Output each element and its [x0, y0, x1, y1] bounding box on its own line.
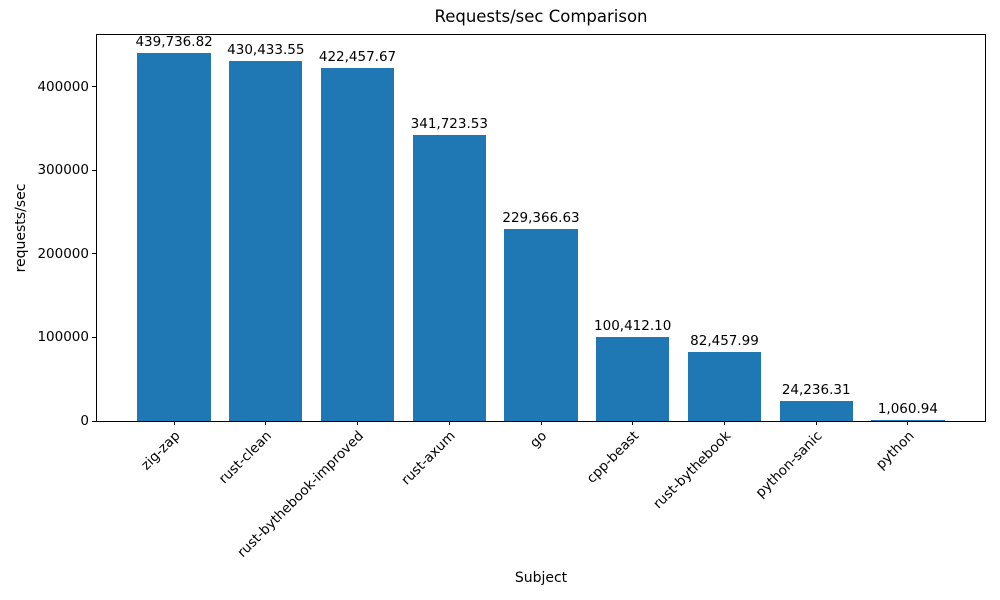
- x-tick-label: zig-zap: [138, 428, 184, 474]
- bar-rust-bythebook-improved: [320, 67, 395, 421]
- bar-value-label: 341,723.53: [410, 116, 488, 133]
- x-tick: [632, 421, 634, 425]
- x-tick: [540, 421, 542, 425]
- bar-rust-clean: [229, 61, 303, 421]
- x-tick: [815, 421, 817, 425]
- y-tick-label: 400000: [37, 78, 89, 95]
- x-tick: [907, 421, 909, 425]
- x-axis-label: Subject: [514, 570, 568, 586]
- x-tick: [357, 421, 358, 425]
- bar-value-label: 439,736.82: [135, 34, 213, 51]
- y-tick: [92, 253, 96, 255]
- x-tick: [448, 421, 450, 425]
- x-tick-label: go: [527, 428, 551, 452]
- y-tick: [92, 420, 96, 422]
- bar-value-label: 24,236.31: [781, 381, 851, 398]
- x-tick-label: python: [872, 428, 918, 473]
- x-tick: [173, 421, 175, 425]
- bar-rust-axum: [412, 135, 486, 421]
- bar-value-label: 430,433.55: [227, 42, 305, 59]
- x-tick-label: python-sanic: [752, 428, 826, 501]
- bar-go: [504, 229, 578, 421]
- y-tick-label: 300000: [37, 162, 89, 179]
- y-tick: [92, 336, 96, 338]
- bar-zig-zap: [137, 53, 211, 421]
- y-tick-label: 100000: [37, 329, 89, 346]
- bar-value-label: 422,457.67: [318, 48, 397, 65]
- bar-value-label: 82,457.99: [690, 333, 759, 350]
- plot-area: 439,736.82 zig-zap 430,433.55 rust-clean 422…: [37, 34, 986, 561]
- y-tick: [92, 86, 96, 88]
- x-tick-label: rust-axum: [398, 428, 459, 489]
- x-tick-label: rust-clean: [215, 428, 276, 488]
- bar-python-sanic: [779, 400, 853, 421]
- bar-rust-bythebook: [687, 352, 762, 421]
- x-tick: [265, 421, 267, 425]
- chart-title: Requests/sec Comparison: [434, 7, 648, 26]
- x-tick: [724, 421, 725, 425]
- y-tick: [92, 169, 96, 171]
- bar-value-label: 1,060.94: [877, 401, 938, 417]
- x-tick-label: cpp-beast: [583, 428, 643, 487]
- bar-python: [871, 420, 945, 421]
- y-axis-label: requests/sec: [13, 183, 29, 273]
- bar-cpp-beast: [596, 337, 670, 421]
- y-tick-label: 0: [80, 413, 89, 429]
- x-tick-label: rust-bythebook: [649, 428, 734, 513]
- bar-value-label: 229,366.63: [502, 210, 580, 227]
- bar-value-label: 100,412.10: [594, 318, 672, 335]
- y-tick-label: 200000: [37, 245, 89, 262]
